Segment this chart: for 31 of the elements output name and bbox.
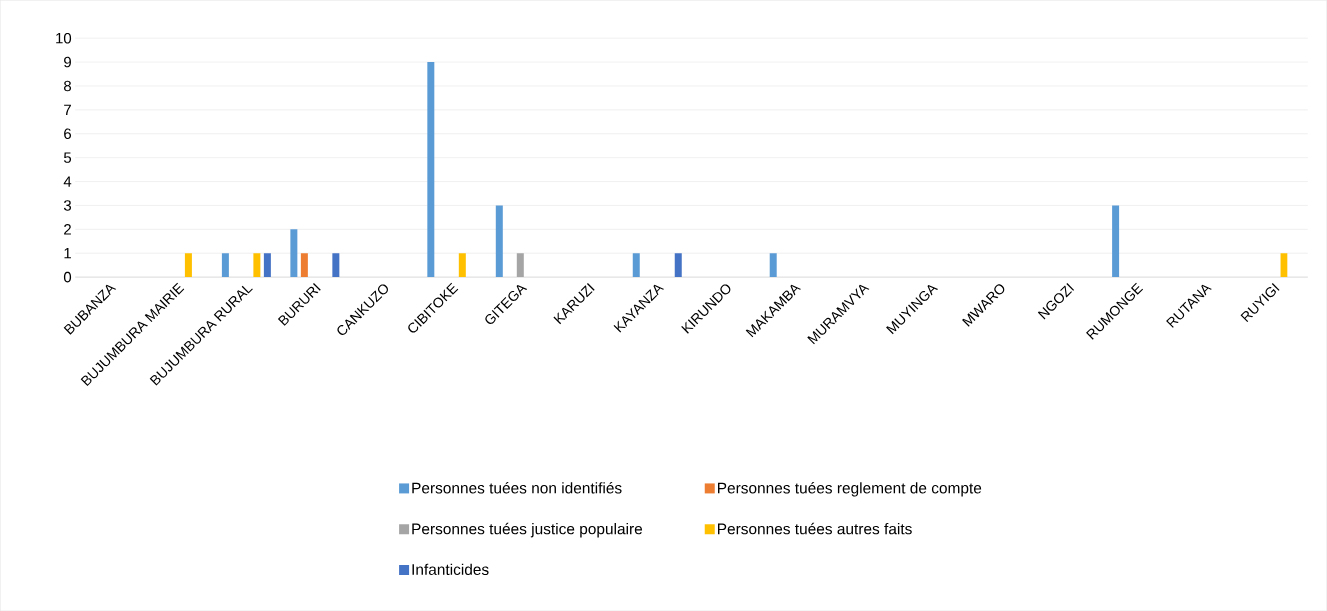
y-tick-label: 5 xyxy=(63,152,72,163)
bar xyxy=(769,253,777,278)
bar xyxy=(632,253,640,278)
bar xyxy=(290,229,298,278)
y-tick-label: 8 xyxy=(64,80,72,92)
legend-label: Personnes tuées reglement de compte xyxy=(718,481,982,497)
bar xyxy=(253,253,261,278)
y-tick-label: 3 xyxy=(63,200,72,211)
y-tick-label: 10 xyxy=(56,32,72,44)
legend-label: Personnes tuées justice populaire xyxy=(412,522,643,538)
bar xyxy=(221,253,229,278)
bar xyxy=(427,61,435,278)
y-tick-label: 6 xyxy=(64,128,72,139)
bar xyxy=(516,253,524,278)
y-tick-label: 7 xyxy=(64,104,71,115)
bar xyxy=(674,253,682,278)
bar xyxy=(184,253,192,278)
y-tick-label: 2 xyxy=(64,224,71,235)
y-tick-label: 9 xyxy=(64,56,71,68)
bar xyxy=(458,253,466,278)
y-tick-label: 4 xyxy=(63,176,72,187)
bar xyxy=(1112,205,1120,278)
bar xyxy=(263,253,271,278)
legend-label: Infanticides xyxy=(412,563,489,575)
y-tick-label: 1 xyxy=(64,247,71,259)
bar xyxy=(300,253,308,278)
y-tick-label: 0 xyxy=(63,271,72,283)
bar xyxy=(332,253,340,278)
legend-label: Personnes tuées autres faits xyxy=(718,522,912,535)
legend-label: Personnes tuées non identifiés xyxy=(412,481,622,494)
bar xyxy=(495,205,503,278)
